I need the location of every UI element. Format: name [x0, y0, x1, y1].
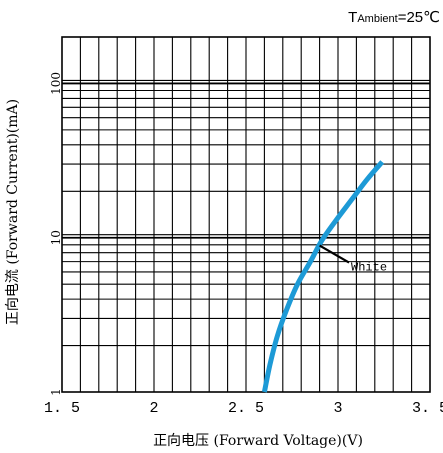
x-tick-label: 3 — [333, 400, 342, 417]
ambient-annotation: TAmbient=25℃ — [348, 9, 440, 26]
y-tick-label: 10 — [49, 230, 63, 245]
plot-frame — [61, 36, 431, 393]
y-tick-labels: 1 10 100 — [49, 72, 63, 396]
x-tick-labels: 1. 5 2 2. 5 3 3. 5 — [44, 400, 443, 417]
series-layer: White — [261, 160, 387, 393]
ambient-value: =25℃ — [398, 9, 440, 26]
vertical-grid — [79, 37, 413, 392]
ambient-prefix: T — [348, 9, 357, 26]
x-tick-label: 2. 5 — [228, 400, 264, 417]
series-line-white — [261, 160, 385, 393]
ambient-sub: Ambient — [357, 13, 397, 25]
x-tick-label: 3. 5 — [412, 400, 443, 417]
horizontal-grid — [62, 79, 430, 347]
x-tick-label: 1. 5 — [44, 400, 80, 417]
x-tick-label: 2 — [149, 400, 158, 417]
series-label-leader — [319, 244, 350, 264]
y-tick-label: 1 — [49, 388, 63, 396]
y-tick-label: 100 — [49, 72, 63, 95]
y-axis-label: 正向电流 (Forward Current)(mA) — [5, 99, 21, 325]
series-label: White — [351, 261, 387, 275]
x-axis-label: 正向电压 (Forward Voltage)(V) — [153, 433, 363, 449]
